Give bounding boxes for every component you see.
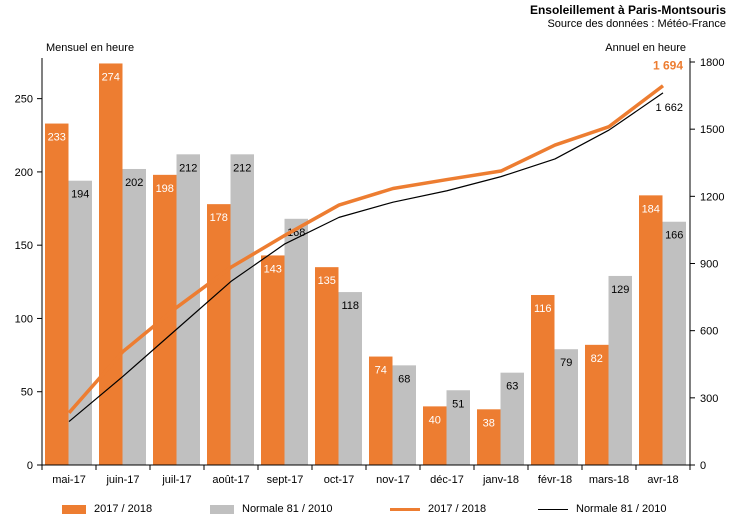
bar-value-label-normale: 118: [341, 300, 359, 312]
legend-label-line-2017: 2017 / 2018: [428, 503, 487, 515]
bar-value-label-2017: 116: [534, 303, 552, 315]
bar-value-label-2017: 274: [102, 71, 120, 83]
bar-value-label-2017: 178: [210, 212, 228, 224]
x-tick-label: déc-17: [430, 474, 464, 486]
bar-value-label-2017: 143: [264, 263, 282, 275]
bar-normale: [554, 349, 578, 465]
x-tick-label: mars-18: [589, 474, 629, 486]
line-end-label-normale: 1 662: [655, 102, 683, 114]
bar-2017: [153, 174, 177, 465]
x-tick-label: avr-18: [647, 474, 678, 486]
y-right-tick-label: 600: [700, 326, 718, 338]
bar-normale: [122, 168, 146, 465]
bar-value-label-normale: 79: [560, 357, 572, 369]
legend-swatch-bar-normale: [210, 504, 234, 514]
y-axis-right-label: Annuel en heure: [605, 42, 686, 54]
bar-normale: [230, 154, 254, 465]
legend-label-bar-2017: 2017 / 2018: [94, 503, 153, 515]
y-axis-left-label: Mensuel en heure: [46, 42, 135, 54]
bar-2017: [45, 123, 69, 466]
legend-label-bar-normale: Normale 81 / 2010: [242, 503, 333, 515]
bar-2017: [639, 195, 663, 465]
bar-value-label-normale: 51: [452, 398, 464, 410]
axes-group: mai-17 juin-17 juil-17 août-17 sept-17 oct-17…: [15, 57, 725, 486]
y-left-tick-label: 100: [15, 313, 33, 325]
x-tick-label: sept-17: [267, 474, 304, 486]
line-end-label-2017: 1 694: [653, 59, 683, 73]
y-left-tick-label: 200: [15, 167, 33, 179]
legend-label-line-normale: Normale 81 / 2010: [576, 503, 667, 515]
bar-value-label-normale: 63: [506, 381, 518, 393]
bar-value-label-2017: 82: [591, 353, 603, 365]
bar-normale: [446, 390, 470, 465]
bar-normale: [338, 292, 362, 465]
bar-normale: [176, 154, 200, 465]
bar-2017: [261, 255, 285, 465]
bar-value-label-normale: 194: [71, 189, 89, 201]
y-right-tick-label: 300: [700, 393, 718, 405]
bar-normale: [392, 365, 416, 465]
bar-value-label-normale: 212: [179, 162, 197, 174]
bar-2017: [477, 409, 501, 465]
bar-value-label-normale: 212: [233, 162, 251, 174]
bar-value-label-2017: 74: [375, 365, 387, 377]
legend-swatch-line-2017: [390, 507, 420, 511]
bar-2017: [369, 356, 393, 465]
bar-value-label-2017: 198: [156, 183, 174, 195]
legend-item-line-normale: Normale 81 / 2010: [538, 503, 667, 515]
bar-2017: [585, 344, 609, 465]
y-right-tick-label: 1800: [700, 57, 724, 69]
legend-item-bar-normale: Normale 81 / 2010: [210, 503, 333, 515]
y-left-tick-label: 250: [15, 94, 33, 106]
legend-swatch-line-normale: [538, 508, 568, 510]
x-tick-label: janv-18: [482, 474, 519, 486]
lines-group: 1 694 1 662: [67, 59, 683, 423]
bar-normale: [608, 275, 632, 465]
bar-value-label-2017: 38: [483, 417, 495, 429]
bar-value-label-2017: 135: [318, 275, 336, 287]
y-right-tick-label: 0: [700, 460, 706, 472]
bar-value-label-2017: 40: [429, 414, 441, 426]
y-right-tick-label: 1200: [700, 191, 724, 203]
bar-normale: [68, 180, 92, 465]
y-right-tick-label: 900: [700, 259, 718, 271]
y-right-tick-label: 1500: [700, 124, 724, 136]
bar-value-label-normale: 166: [665, 230, 683, 242]
y-left-tick-label: 50: [21, 387, 33, 399]
y-left-tick-label: 150: [15, 240, 33, 252]
x-tick-label: oct-17: [324, 474, 355, 486]
bar-normale: [662, 221, 686, 465]
x-tick-label: août-17: [212, 474, 249, 486]
y-left-tick-label: 0: [27, 460, 33, 472]
bar-2017: [207, 204, 231, 465]
legend-item-bar-2017: 2017 / 2018: [62, 503, 152, 515]
bar-normale: [284, 218, 308, 465]
bar-value-label-normale: 202: [125, 177, 143, 189]
legend-item-line-2017: 2017 / 2018: [390, 503, 486, 515]
bar-value-label-2017: 233: [48, 132, 66, 144]
x-tick-label: juin-17: [105, 474, 139, 486]
bar-value-label-2017: 184: [642, 203, 660, 215]
bar-2017: [315, 267, 339, 465]
x-tick-label: juil-17: [161, 474, 191, 486]
bar-2017: [99, 63, 123, 465]
legend-swatch-bar-2017: [62, 504, 86, 514]
bars-group: [45, 63, 686, 466]
bar-2017: [423, 406, 447, 465]
bar-value-label-normale: 68: [398, 373, 410, 385]
x-tick-label: mai-17: [52, 474, 86, 486]
bar-value-label-normale: 129: [611, 284, 629, 296]
chart-subtitle: Source des données : Météo-France: [547, 18, 726, 30]
x-tick-label: nov-17: [376, 474, 410, 486]
line-cumul-2017: [67, 84, 665, 414]
line-cumul-normale: [68, 92, 664, 423]
bar-2017: [531, 295, 555, 465]
chart-title: Ensoleillement à Paris-Montsouris: [529, 3, 726, 17]
x-tick-label: févr-18: [538, 474, 572, 486]
bar-normale: [500, 372, 524, 465]
